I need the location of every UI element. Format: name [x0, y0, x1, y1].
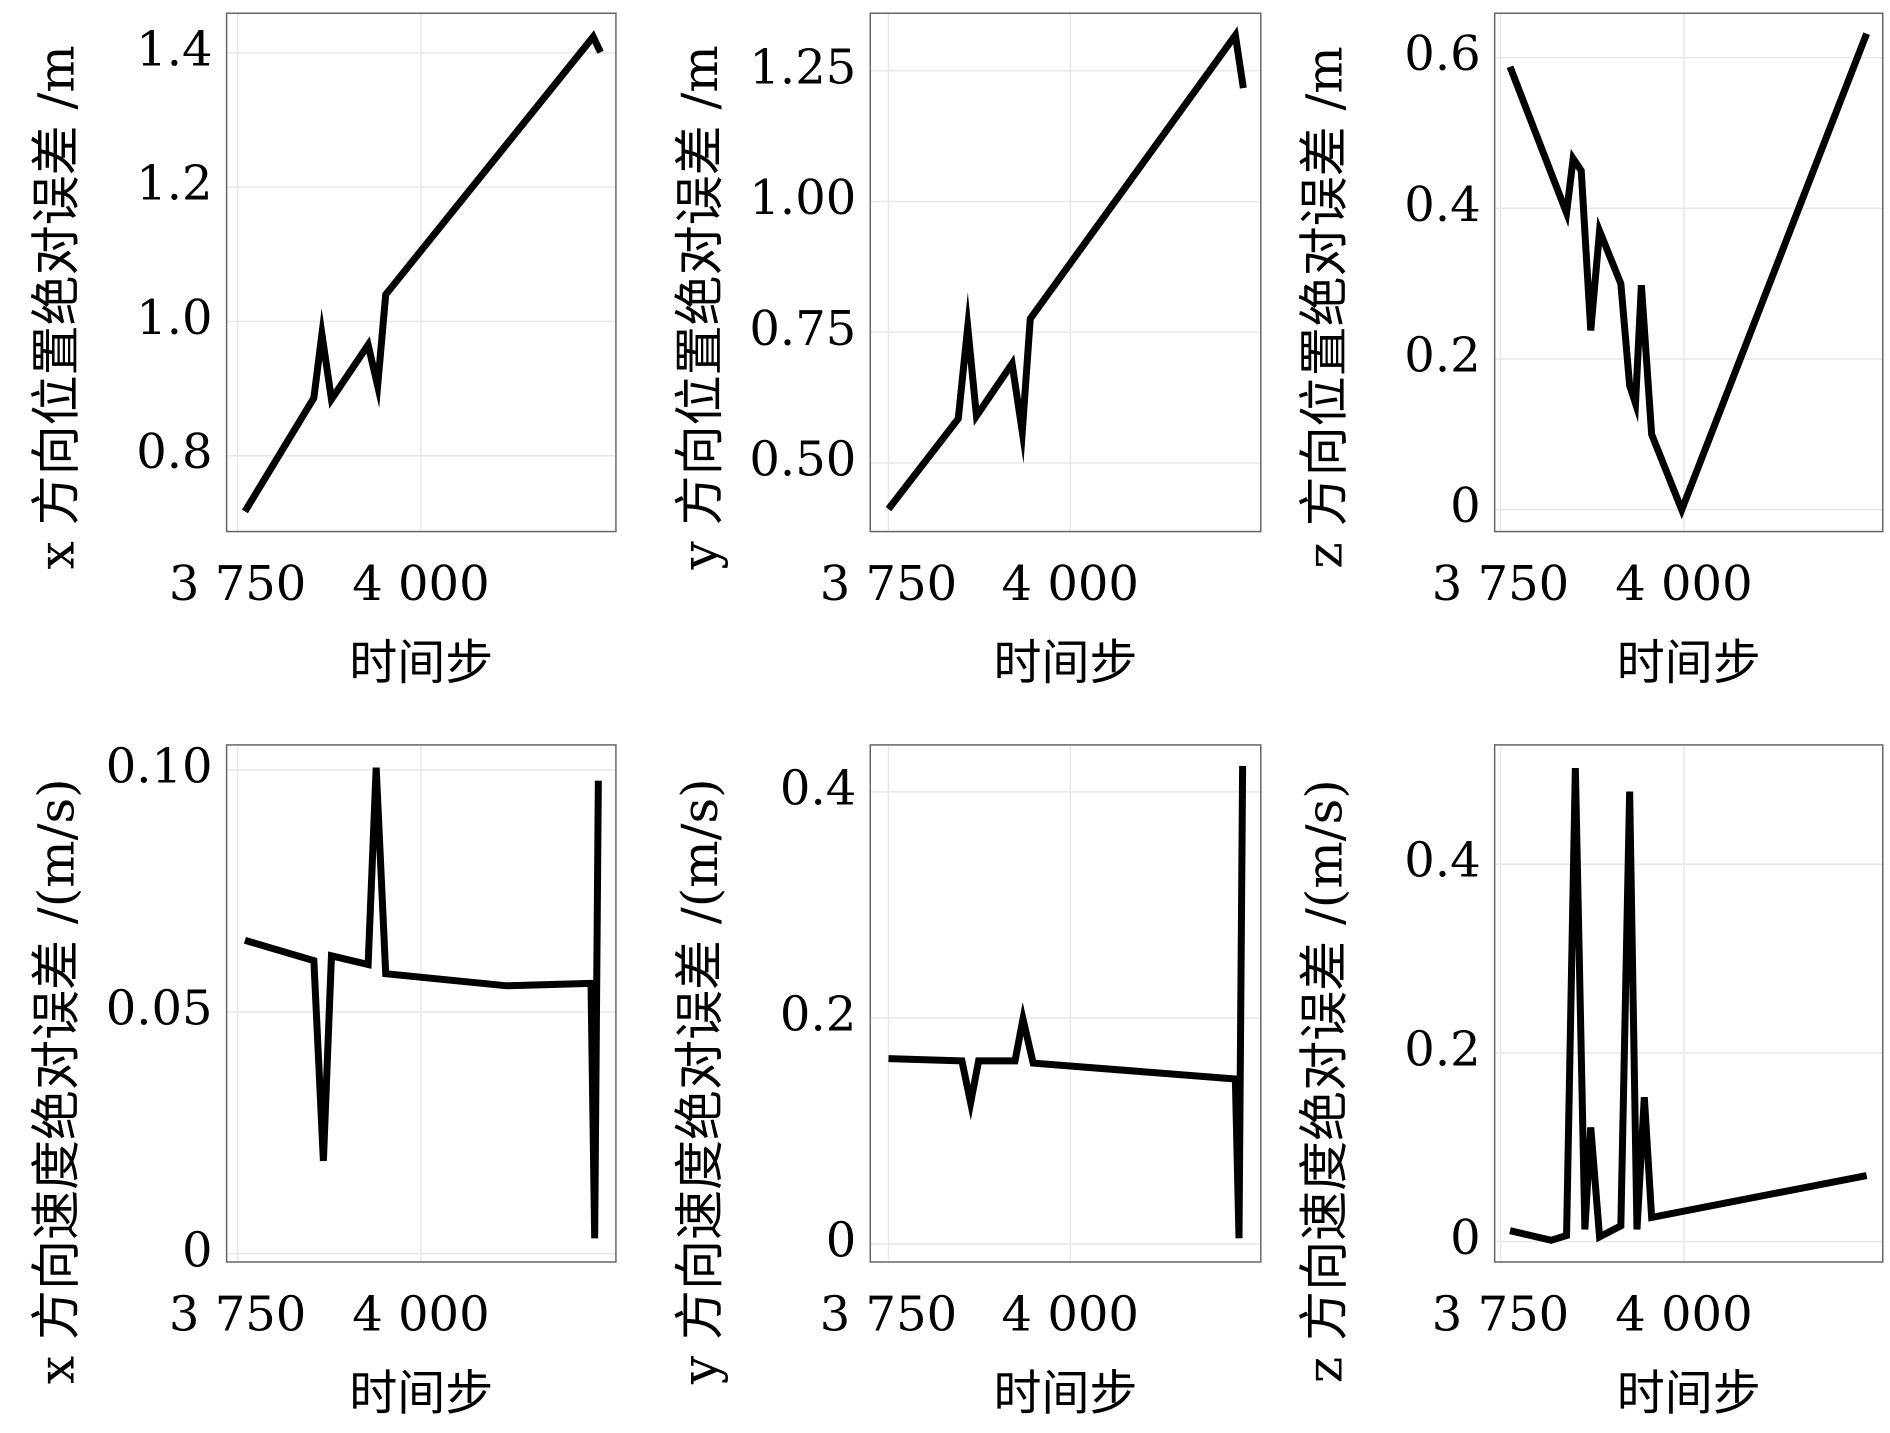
- y-tick-label: 0.50: [749, 432, 856, 488]
- data-line: [885, 26, 1247, 512]
- x-tick-label: 3 750: [1432, 1287, 1569, 1343]
- y-tick-label: 0.10: [106, 739, 213, 795]
- x-tick-label: 4 000: [352, 556, 489, 612]
- y-tick-label: 0.8: [136, 424, 212, 480]
- x-axis-label: 时间步: [994, 1366, 1138, 1422]
- axes-frame: [225, 744, 617, 1263]
- x-axis-label: 时间步: [1617, 635, 1761, 691]
- axes-frame: [225, 12, 617, 533]
- y-tick-label: 1.2: [136, 156, 212, 212]
- axes-frame: [1493, 744, 1884, 1263]
- x-tick-label: 3 750: [169, 1287, 306, 1343]
- data-line: [1509, 767, 1868, 1244]
- y-tick-label: 0: [1450, 1210, 1481, 1266]
- y-tick-label: 0.2: [1404, 328, 1480, 384]
- x-tick-label: 3 750: [820, 1287, 957, 1343]
- y-axis-label: y 方向速度绝对误差 /(m/s): [671, 778, 729, 1385]
- x-tick-label: 3 750: [169, 556, 306, 612]
- x-tick-label: 4 000: [1002, 1287, 1139, 1343]
- y-axis-label: x 方向速度绝对误差 /(m/s): [27, 778, 85, 1384]
- y-tick-label: 0.75: [749, 301, 856, 357]
- data-line: [888, 765, 1247, 1239]
- x-tick-label: 4 000: [1615, 556, 1752, 612]
- y-tick-label: 0.4: [1404, 833, 1480, 889]
- x-tick-label: 4 000: [1002, 556, 1139, 612]
- y-tick-label: 0.4: [1404, 177, 1480, 233]
- y-axis-label: x 方向位置绝对误差 /m: [27, 45, 85, 569]
- data-line: [1506, 32, 1870, 520]
- data-line: [241, 30, 604, 514]
- data-line: [243, 767, 602, 1239]
- y-tick-label: 0.05: [106, 980, 213, 1036]
- y-tick-label: 1.00: [749, 170, 856, 226]
- x-axis-label: 时间步: [994, 635, 1138, 691]
- y-tick-label: 0: [182, 1222, 213, 1278]
- x-tick-label: 4 000: [1615, 1287, 1752, 1343]
- y-tick-label: 0: [1450, 478, 1481, 534]
- y-tick-label: 1.0: [136, 290, 212, 346]
- axes-frame: [1493, 12, 1884, 533]
- y-axis-label: y 方向位置绝对误差 /m: [671, 45, 729, 570]
- axes-frame: [869, 12, 1262, 533]
- y-tick-label: 0.2: [1404, 1021, 1480, 1077]
- y-tick-label: 1.25: [749, 39, 856, 95]
- y-axis-label: z 方向速度绝对误差 /(m/s): [1295, 779, 1353, 1383]
- x-axis-label: 时间步: [1617, 1366, 1761, 1422]
- y-tick-label: 1.4: [136, 21, 212, 77]
- axes-frame: [869, 744, 1262, 1263]
- x-axis-label: 时间步: [349, 635, 493, 691]
- y-axis-label: z 方向位置绝对误差 /m: [1295, 46, 1353, 568]
- x-axis-label: 时间步: [349, 1366, 493, 1422]
- x-tick-label: 4 000: [352, 1287, 489, 1343]
- y-tick-label: 0.4: [780, 760, 856, 816]
- y-tick-label: 0.2: [780, 986, 856, 1042]
- x-tick-label: 3 750: [1432, 556, 1569, 612]
- x-tick-label: 3 750: [820, 556, 957, 612]
- y-tick-label: 0: [826, 1212, 857, 1268]
- y-tick-label: 0.6: [1404, 26, 1480, 82]
